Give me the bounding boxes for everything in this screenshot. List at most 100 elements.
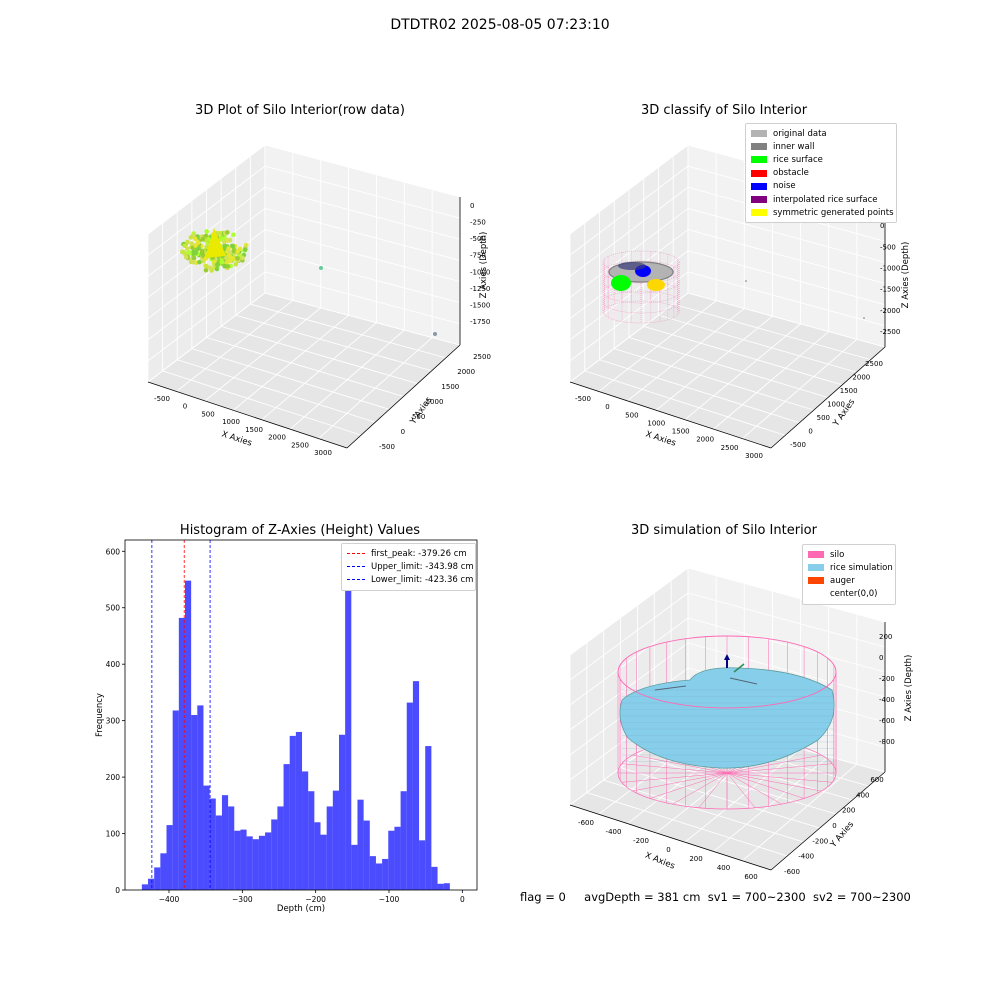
auger-line	[654, 685, 687, 691]
grid-line	[713, 331, 830, 430]
legend-label: rice simulation	[830, 562, 893, 573]
grid-line	[264, 186, 461, 240]
grid-line	[264, 207, 461, 261]
data-point	[193, 250, 199, 256]
grid-line	[687, 617, 886, 673]
grid-line	[598, 300, 717, 392]
histogram-bar	[443, 883, 450, 890]
classify-plot-title: 3D classify of Silo Interior	[640, 103, 808, 118]
legend-label: inner wall	[773, 141, 815, 152]
grid-line	[687, 567, 886, 623]
grid-line	[586, 792, 788, 857]
histogram-bar	[246, 836, 253, 890]
data-point	[225, 230, 230, 235]
grid-line	[569, 165, 689, 256]
z-tick-label: -250	[470, 219, 486, 227]
legend-swatch	[808, 564, 824, 572]
histogram-bar	[388, 830, 395, 890]
histogram-legend: first_peak: -379.26 cm Upper_limit: -343.…	[341, 543, 476, 591]
data-point	[204, 244, 209, 250]
grid-line	[741, 763, 858, 862]
legend-entry: center(0,0)	[808, 588, 890, 601]
histogram-bar	[215, 815, 222, 890]
grid-line	[569, 642, 689, 731]
x-tick-label: -500	[154, 395, 170, 403]
classify-legend: original data inner wall rice surface obsta…	[745, 123, 897, 224]
data-point	[433, 332, 437, 336]
y-tick-label: 500	[412, 413, 425, 421]
data-peak	[205, 228, 226, 258]
raw-plot-title: 3D Plot of Silo Interior(row data)	[195, 103, 405, 118]
histogram-bar	[406, 702, 413, 890]
data-point	[183, 254, 189, 260]
z-tick-label: -500	[470, 235, 486, 243]
data-point	[222, 263, 227, 269]
histogram-bar	[209, 798, 216, 890]
x-tick-label: 600	[744, 873, 757, 881]
grid-line	[687, 592, 886, 648]
legend-entry: Upper_limit: -343.98 cm	[347, 560, 474, 573]
grid-line	[614, 348, 814, 411]
legend-entry: noise	[751, 180, 891, 193]
grid-line	[569, 144, 689, 235]
grid-line	[569, 617, 689, 706]
legend-entry: Lower_limit: -423.36 cm	[347, 573, 473, 586]
grid-line	[177, 359, 376, 423]
histogram-bar	[265, 832, 272, 890]
avg-depth-text: avgDepth = 381 cm	[584, 890, 701, 904]
silo-bottom-spoke	[726, 772, 822, 792]
x-tick-label: 2500	[721, 444, 739, 452]
data-point	[199, 248, 205, 254]
legend-entry: inner wall	[751, 140, 891, 153]
z-tick-label: 200	[879, 633, 892, 641]
axes-pane	[265, 145, 460, 345]
silo-bottom-spoke	[649, 772, 728, 799]
z-tick-label: -2000	[880, 307, 900, 315]
legend-label: rice surface	[773, 154, 823, 165]
y-tick-label: 500	[817, 414, 830, 422]
y-tick-label: 200	[842, 807, 855, 815]
histogram-bar	[166, 825, 173, 890]
legend-entry: interpolated rice surface	[751, 193, 891, 206]
z-tick-label: -2500	[880, 328, 900, 336]
grid-line	[569, 292, 689, 383]
data-point	[189, 241, 195, 246]
data-point	[214, 266, 220, 272]
x-tick-label: 0	[666, 846, 670, 854]
data-point	[185, 239, 190, 245]
grid-line	[147, 271, 266, 362]
data-point	[230, 244, 236, 249]
histogram-bar	[332, 790, 339, 890]
x-axis-label: Depth (cm)	[277, 904, 325, 914]
z-tick-label: 0	[879, 654, 883, 662]
data-point	[204, 229, 209, 234]
silo-bottom-spoke	[621, 772, 728, 783]
z-tick-label: -400	[879, 696, 895, 704]
data-point	[863, 317, 865, 319]
legend-label: auger	[830, 575, 855, 586]
histogram-bar	[289, 735, 296, 890]
silo-top-ring	[617, 635, 837, 709]
data-point	[222, 243, 228, 248]
y-tick-label: -200	[812, 837, 828, 845]
x-tick-label: −400	[159, 895, 180, 904]
data-point	[191, 255, 197, 261]
grid-line	[620, 767, 820, 829]
y-tick-label: 400	[106, 660, 121, 669]
z-tick-label: 0	[880, 222, 884, 230]
histogram-bar	[419, 840, 426, 890]
y-tick-label: 2000	[457, 368, 475, 376]
x-tick-label: 2000	[696, 436, 714, 444]
data-point	[319, 266, 323, 270]
legend-entry: obstacle	[751, 167, 891, 180]
grid-line	[713, 756, 830, 852]
figure-title: DTDTR02 2025-08-05 07:23:10	[390, 17, 610, 33]
y-tick-label: -600	[784, 868, 800, 876]
legend-entry: rice simulation	[808, 561, 893, 574]
histogram-bar	[184, 580, 192, 890]
rice-surface-points	[611, 275, 631, 291]
histogram-bar	[425, 746, 432, 890]
grid-line	[584, 370, 786, 436]
grid-line	[569, 271, 689, 362]
